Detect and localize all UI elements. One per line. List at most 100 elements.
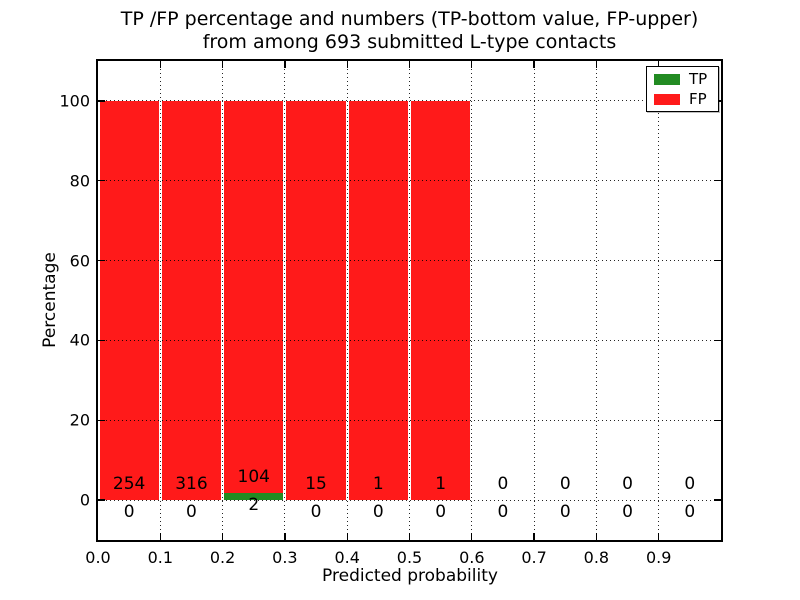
tp-count-label: 0 [559, 502, 571, 523]
y-tick-mark [98, 259, 105, 262]
horizontal-gridline [98, 339, 721, 341]
y-tick-label: 60 [69, 251, 90, 271]
x-tick-mark [595, 533, 598, 540]
vertical-gridline [409, 61, 410, 540]
y-tick-label: 40 [69, 330, 90, 350]
x-tick-mark [221, 533, 224, 540]
tp-count-label: 2 [248, 494, 260, 515]
fp-count-label: 254 [112, 474, 146, 495]
fp-count-label: 104 [237, 466, 270, 487]
tp-legend-label: TP [689, 69, 708, 88]
x-tick-mark [284, 533, 286, 540]
tp-count-label: 0 [123, 502, 135, 523]
y-tick-mark [98, 339, 105, 342]
vertical-gridline [595, 61, 597, 540]
vertical-gridline [346, 61, 348, 540]
fp-count-label: 0 [622, 474, 633, 495]
y-tick-label: 0 [79, 490, 90, 510]
vertical-gridline [471, 61, 473, 540]
vertical-gridline [222, 61, 224, 540]
tp-count-label: 0 [435, 502, 447, 523]
fp-count-label: 316 [175, 474, 208, 495]
tick-layer: 0.0 0.1 0.2 0.3 0.4 0.5 0.6 0.7 0.8 0.9 0 20 40 60 80 1… [59, 61, 721, 567]
fp-count-label: 1 [372, 474, 384, 495]
x-tick-mark-top [595, 61, 598, 68]
tp-count-label: 0 [186, 502, 197, 523]
tp-legend-swatch [654, 73, 680, 85]
chart-title: TP /FP percentage and numbers (TP-bottom… [98, 8, 721, 54]
tp-count-label: 0 [310, 502, 322, 523]
legend-box: TP FP [646, 66, 719, 112]
tp-count-label: 0 [684, 502, 696, 523]
y-tick-mark-right [714, 180, 721, 182]
x-tick-label: 0.2 [209, 548, 236, 567]
x-tick-mark-top [408, 61, 411, 68]
y-axis-label: Percentage [40, 252, 60, 348]
x-tick-label: 0.7 [521, 548, 547, 567]
x-tick-label: 0.9 [645, 548, 672, 567]
fp-bar-segment [161, 100, 222, 501]
horizontal-gridline [98, 260, 721, 262]
y-tick-mark [98, 419, 105, 421]
y-tick-label: 20 [69, 410, 90, 430]
y-tick-mark-right [714, 259, 721, 262]
x-tick-mark-top [658, 61, 660, 68]
fp-bar-segment [224, 100, 284, 493]
x-tick-label: 0.1 [147, 548, 174, 567]
x-tick-mark-top [533, 61, 535, 68]
x-tick-label: 0.6 [459, 548, 485, 567]
x-tick-mark-top [221, 61, 224, 68]
y-tick-label: 100 [59, 91, 90, 111]
x-axis-label: Predicted probability [322, 566, 498, 586]
tp-bar-segment [224, 492, 284, 501]
x-tick-mark-top [471, 61, 473, 68]
fp-legend-label: FP [689, 89, 707, 108]
fp-count-label: 0 [559, 474, 571, 495]
x-tick-label: 0.8 [583, 548, 610, 567]
vertical-gridline [159, 61, 161, 540]
x-tick-mark-top [159, 61, 161, 68]
horizontal-gridline [98, 499, 721, 501]
fp-count-label: 0 [684, 474, 696, 495]
y-tick-mark [98, 180, 105, 182]
legend-entry-tp: TP [654, 69, 718, 88]
x-tick-mark [159, 533, 161, 540]
grid-layer [98, 61, 721, 540]
vertical-gridline [284, 61, 286, 540]
y-tick-label: 80 [69, 171, 90, 191]
chart-title-line1: TP /FP percentage and numbers (TP-bottom… [120, 8, 699, 30]
legend-entry-fp: FP [654, 89, 718, 108]
x-tick-label: 0.3 [272, 548, 298, 567]
y-tick-mark-right [714, 419, 721, 421]
x-tick-label: 0.0 [85, 548, 111, 567]
y-tick-mark-right [714, 339, 721, 342]
fp-count-label: 15 [305, 474, 327, 495]
fp-bar-segment [99, 100, 159, 501]
fp-count-label: 1 [435, 474, 447, 495]
fp-bar-segment [286, 100, 346, 501]
fp-bar-segment [411, 100, 471, 501]
chart-title-line2: from among 693 submitted L-type contacts [202, 31, 617, 53]
x-tick-label: 0.5 [396, 548, 423, 567]
y-tick-mark [98, 100, 105, 102]
tp-count-label: 0 [372, 502, 384, 523]
bars-layer [98, 61, 721, 540]
y-tick-mark [98, 499, 105, 501]
vertical-gridline [533, 61, 535, 540]
x-tick-mark [346, 533, 348, 540]
tp-count-label: 0 [622, 502, 633, 523]
horizontal-gridline [98, 419, 721, 421]
horizontal-gridline [98, 100, 721, 102]
fp-bar-segment [348, 100, 408, 501]
horizontal-gridline [98, 180, 721, 182]
x-tick-label: 0.4 [334, 548, 360, 567]
x-tick-mark [533, 533, 535, 540]
x-tick-mark [408, 533, 411, 540]
x-tick-mark-top [346, 61, 348, 68]
fp-legend-swatch [654, 93, 680, 105]
x-tick-mark [658, 533, 660, 540]
x-tick-mark [471, 533, 473, 540]
tp-count-label: 0 [497, 502, 509, 523]
plot-area: 0.0 0.1 0.2 0.3 0.4 0.5 0.6 0.7 0.8 0.9 0 20 40 60 80 1… [59, 59, 723, 567]
